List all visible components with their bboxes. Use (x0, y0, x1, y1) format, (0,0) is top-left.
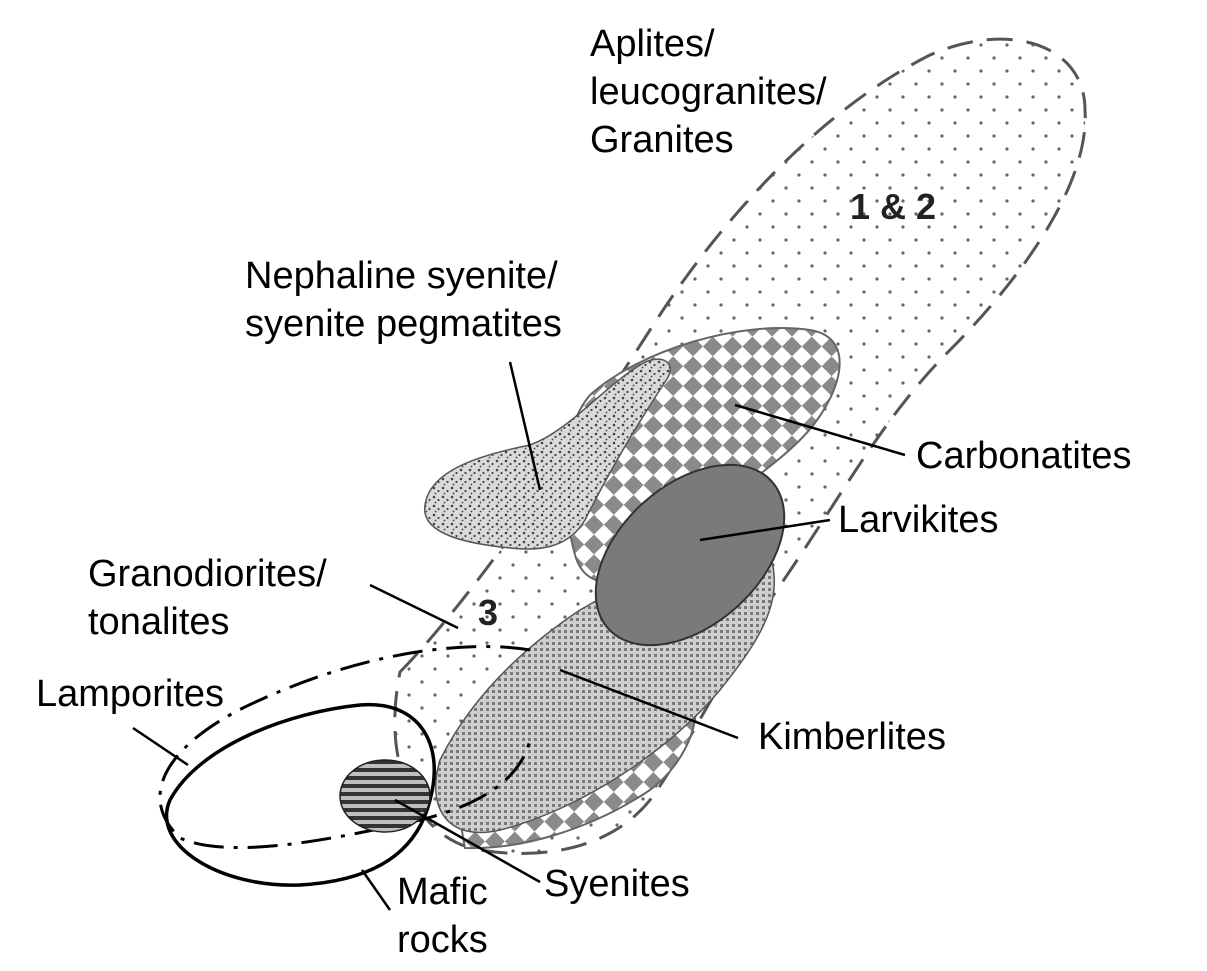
label-syenites: Syenites (544, 863, 690, 905)
leader-nepheline (508, 361, 542, 491)
leader-granodiorites (369, 583, 459, 630)
leader-mafic (360, 869, 392, 911)
label-mafic-line-1: Mafic (397, 871, 488, 913)
leader-larvikites (699, 518, 831, 542)
label-aplites-line-3: Granites (590, 119, 734, 161)
label-carbonatites: Carbonatites (916, 435, 1132, 477)
label-mafic-rocks: Mafic rocks (397, 868, 488, 964)
label-aplites: Aplites/ leucogranites/ Granites (590, 20, 827, 164)
leader-syenites (394, 798, 541, 884)
label-kimberlites: Kimberlites (758, 716, 946, 758)
label-nepheline-line-2: syenite pegmatites (245, 303, 562, 345)
label-lamporites: Lamporites (36, 673, 224, 715)
leader-kimberlites (559, 668, 739, 740)
label-aplites-line-2: leucogranites/ (590, 71, 827, 113)
label-granodiorites-line-1: Granodiorites/ (88, 553, 327, 595)
label-aplites-line-1: Aplites/ (590, 23, 715, 65)
label-nepheline-line-1: Nephaline syenite/ (245, 255, 558, 297)
leader-carbonatites (734, 403, 906, 457)
label-granodiorites: Granodiorites/ tonalites (88, 550, 327, 646)
leader-lamporites (132, 726, 189, 767)
label-granodiorites-line-2: tonalites (88, 601, 230, 643)
label-mafic-line-2: rocks (397, 919, 488, 961)
zone-label-3: 3 (478, 592, 499, 633)
field-lamporites (158, 645, 532, 850)
zone-label-1-2: 1 & 2 (850, 186, 937, 227)
field-larvikites (594, 463, 786, 647)
label-nepheline-syenite: Nephaline syenite/ syenite pegmatites (245, 252, 562, 348)
field-syenites (339, 759, 431, 833)
label-larvikites: Larvikites (838, 499, 999, 541)
